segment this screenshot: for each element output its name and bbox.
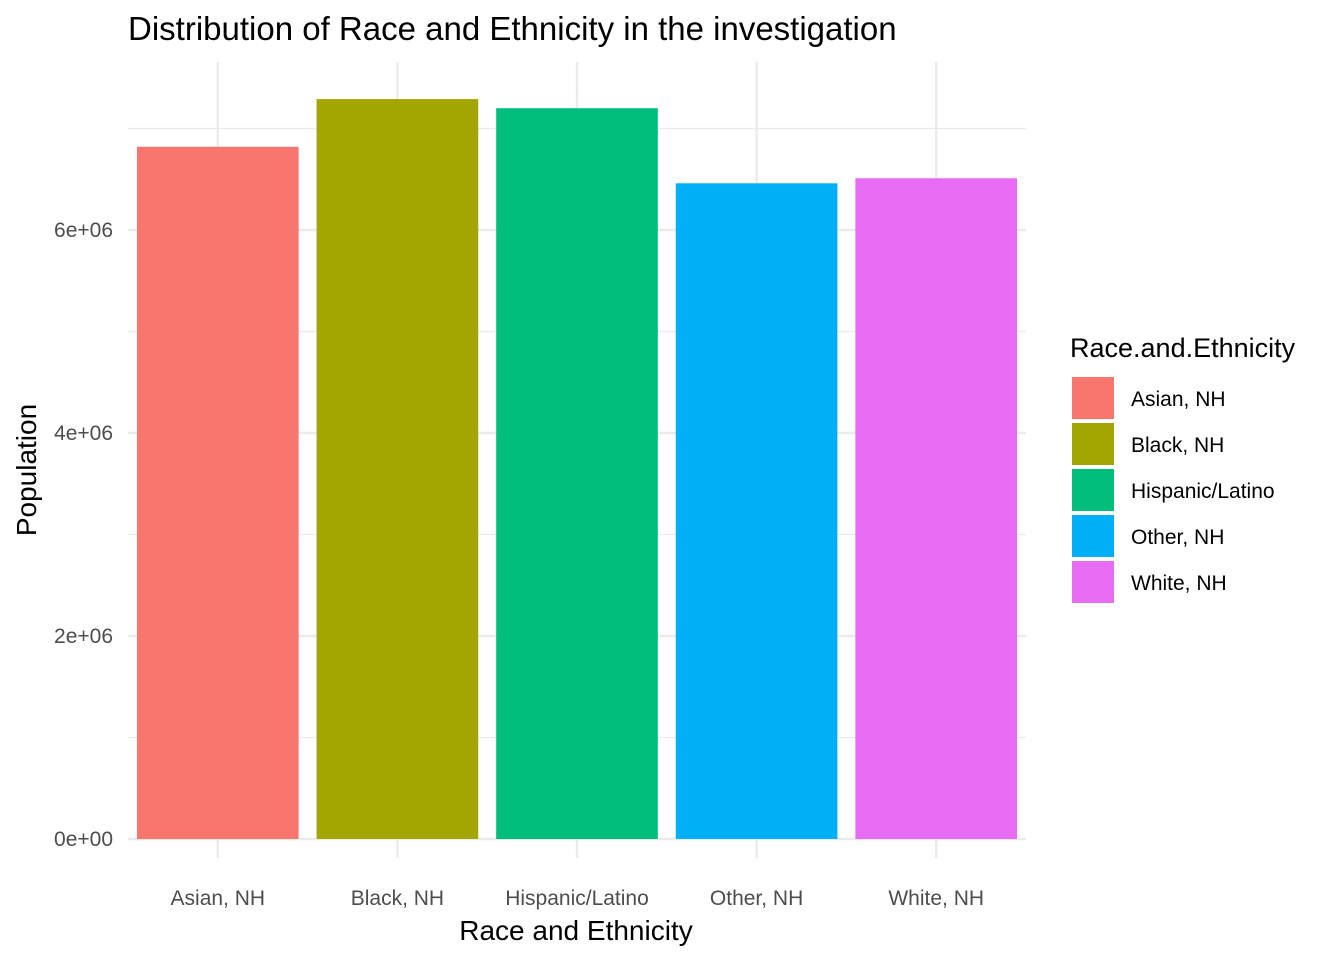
x-axis-label: Race and Ethnicity	[459, 915, 692, 946]
y-tick-label: 0e+00	[54, 828, 113, 851]
bar-1	[136, 146, 299, 839]
legend-label: Asian, NH	[1131, 388, 1226, 411]
x-tick-label: White, NH	[888, 887, 984, 910]
legend-swatch	[1072, 377, 1114, 419]
legend-swatch	[1072, 423, 1114, 465]
legend-swatch	[1072, 469, 1114, 511]
x-tick-label: Black, NH	[351, 887, 444, 910]
y-tick-label: 6e+06	[54, 219, 113, 242]
y-tick-label: 2e+06	[54, 625, 113, 648]
x-tick-label: Hispanic/Latino	[505, 887, 649, 910]
legend-label: White, NH	[1131, 572, 1227, 595]
y-tick-label: 4e+06	[54, 422, 113, 445]
y-tick-labels: 0e+00 2e+06 4e+06 6e+06	[54, 219, 113, 851]
legend-items: Asian, NH Black, NH Hispanic/Latino Other, …	[1072, 377, 1275, 603]
legend-title: Race.and.Ethnicity	[1070, 333, 1296, 363]
legend-label: Other, NH	[1131, 526, 1224, 549]
bar-3	[496, 108, 658, 839]
legend-label: Black, NH	[1131, 434, 1224, 457]
chart-title: Distribution of Race and Ethnicity in th…	[128, 10, 897, 47]
legend: Race.and.Ethnicity Asian, NH Black, NH His…	[1070, 333, 1296, 603]
legend-swatch	[1072, 515, 1114, 557]
x-tick-labels: Asian, NH Black, NH Hispanic/Latino Other, …	[171, 887, 985, 910]
x-tick-label: Asian, NH	[171, 887, 266, 910]
bars	[136, 99, 1018, 840]
bar-2	[316, 99, 479, 839]
legend-swatch	[1072, 561, 1114, 603]
legend-label: Hispanic/Latino	[1131, 480, 1275, 503]
bar-4	[675, 183, 838, 839]
bar-5	[855, 178, 1018, 840]
y-axis-label: Population	[11, 404, 42, 536]
x-tick-label: Other, NH	[710, 887, 803, 910]
